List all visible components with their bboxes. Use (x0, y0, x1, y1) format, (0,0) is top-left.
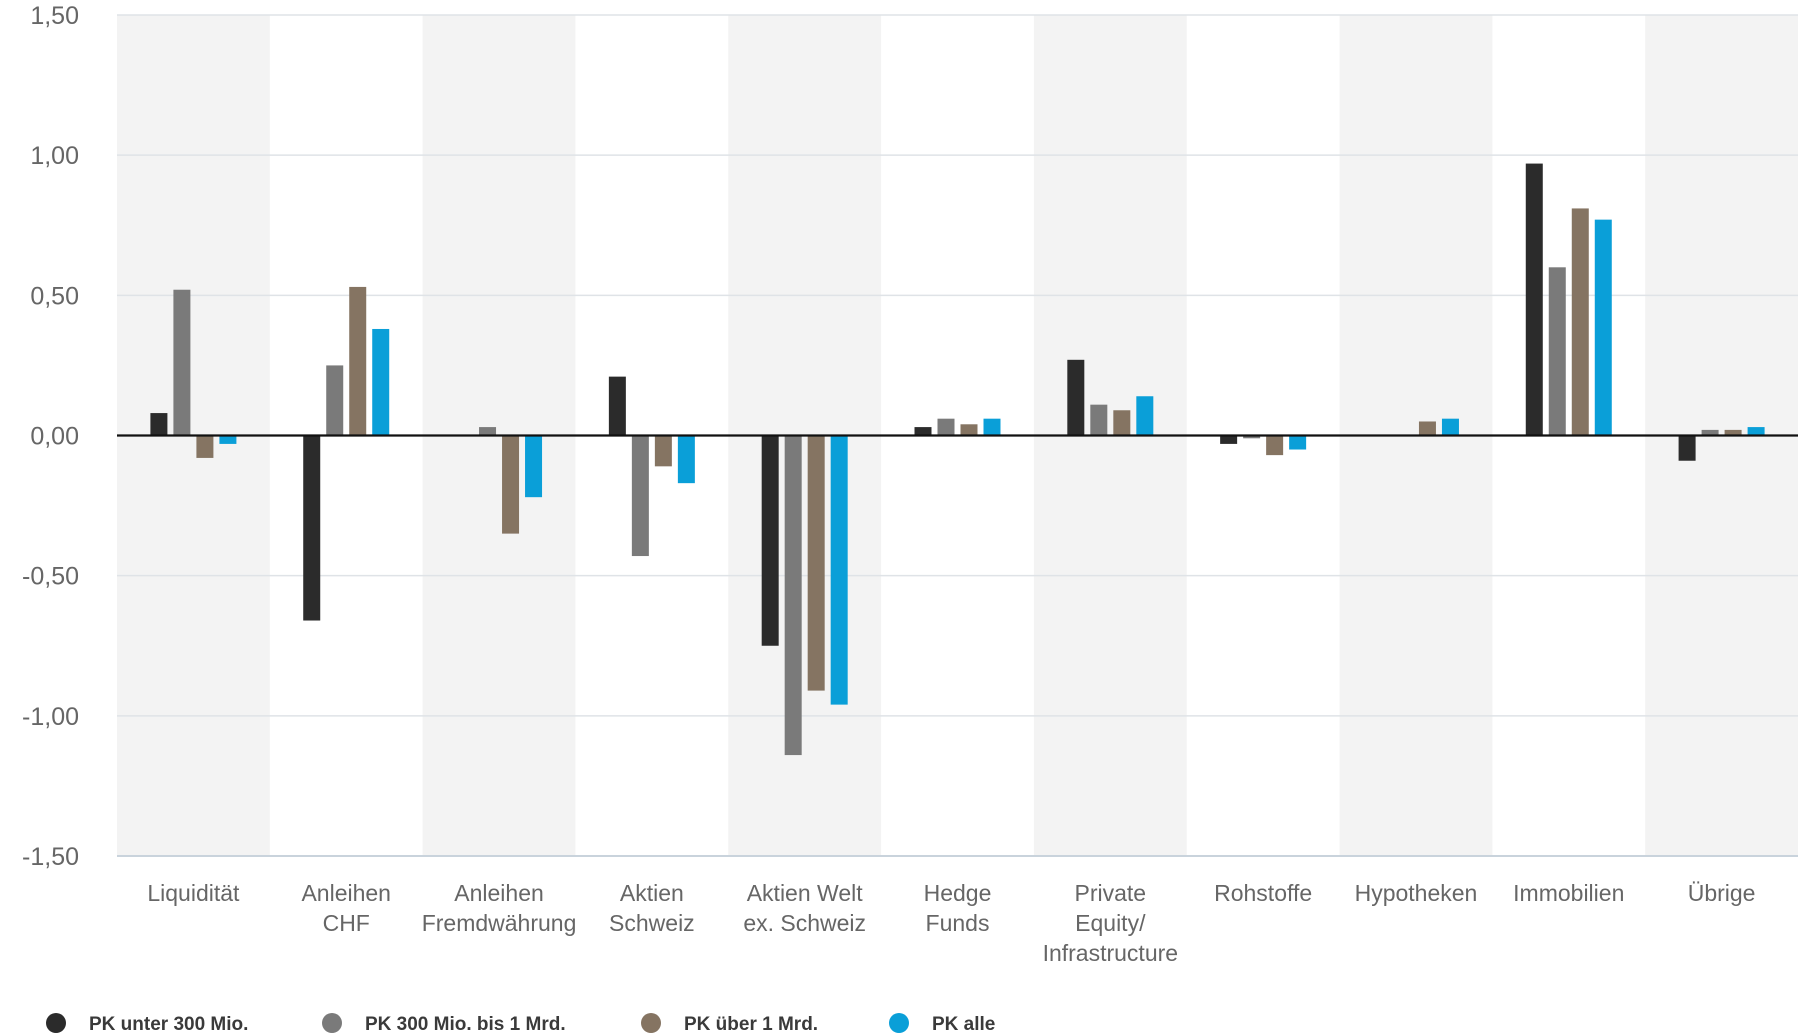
x-tick-label-line: Aktien Welt (747, 880, 864, 906)
bar (761, 435, 779, 646)
bar (219, 435, 237, 444)
x-tick-label-line: Anleihen (301, 880, 391, 906)
y-tick-label: 1,00 (30, 142, 79, 170)
x-tick-label-line: Fremdwährung (422, 910, 577, 936)
y-tick-label: -1,00 (22, 703, 79, 731)
x-tick-label: Anleihen Fremdwährung (422, 880, 577, 936)
x-axis-category-labels: Liquidität Anleihen CHF Anleihen Fremdwährun… (147, 880, 1755, 966)
bar (326, 365, 344, 436)
legend-marker (641, 1013, 661, 1033)
x-tick-label: Aktien Welt ex. Schweiz (743, 880, 866, 936)
bar (807, 435, 825, 691)
x-tick-label-line: Rohstoffe (1214, 880, 1312, 906)
x-tick-label-line: Hedge (924, 880, 992, 906)
x-tick-label-line: Immobilien (1513, 880, 1624, 906)
x-tick-label-line: Funds (926, 910, 990, 936)
gridlines (117, 14, 1798, 717)
bar (1136, 396, 1154, 436)
y-tick-label: 0,50 (30, 282, 79, 310)
x-tick-label: Rohstoffe (1214, 880, 1312, 906)
x-tick-label: Übrige (1688, 880, 1756, 906)
bar (349, 286, 367, 436)
x-tick-label-line: Equity/ (1075, 910, 1146, 936)
bar (1701, 429, 1719, 436)
x-tick-label-line: Private (1075, 880, 1147, 906)
legend-marker (322, 1013, 342, 1033)
x-tick-label: Hedge Funds (924, 880, 992, 936)
x-tick-label: Aktien Schweiz (609, 880, 695, 936)
legend-label: PK über 1 Mrd. (684, 1014, 818, 1035)
legend-marker (889, 1013, 909, 1033)
bar (479, 427, 497, 436)
bar (1243, 435, 1261, 439)
bar (1594, 219, 1612, 436)
x-tick-label-line: Aktien (620, 880, 684, 906)
y-tick-label: 0,00 (30, 423, 79, 451)
x-tick-label-line: Schweiz (609, 910, 695, 936)
bar (1678, 435, 1696, 461)
bar (1724, 429, 1742, 436)
x-tick-label-line: Infrastructure (1043, 940, 1179, 966)
x-tick-label-line: Liquidität (147, 880, 240, 906)
y-tick-label: -1,50 (22, 843, 79, 871)
bar (784, 435, 802, 756)
y-axis-ticks: 1,50 1,00 0,50 0,00 -0,50 -1,00 -1,50 (22, 2, 79, 871)
bar (196, 435, 214, 458)
x-tick-label: Anleihen CHF (301, 880, 391, 936)
x-tick-label-line: CHF (323, 910, 370, 936)
bar (1418, 421, 1436, 436)
x-tick-label-line: Hypotheken (1355, 880, 1478, 906)
bar (303, 435, 321, 621)
legend-label: PK 300 Mio. bis 1 Mrd. (365, 1014, 566, 1035)
x-tick-label: Immobilien (1513, 880, 1624, 906)
bar (1113, 410, 1131, 436)
x-tick-label-line: Anleihen (454, 880, 544, 906)
bar (1441, 418, 1459, 436)
bar (631, 435, 649, 557)
bar (1525, 163, 1543, 436)
bar (1289, 435, 1307, 450)
bar (654, 435, 672, 467)
bar (1090, 404, 1108, 436)
bar (1571, 208, 1589, 436)
legend-marker (46, 1013, 66, 1033)
y-tick-label: 1,50 (30, 2, 79, 30)
legend: PK unter 300 Mio. PK 300 Mio. bis 1 Mrd. P… (46, 1013, 995, 1035)
bar (1266, 435, 1284, 456)
bar (830, 435, 848, 705)
bar (150, 413, 168, 436)
bar (937, 418, 955, 436)
bars (150, 163, 1765, 756)
legend-label: PK alle (932, 1014, 995, 1035)
bar (1747, 427, 1765, 436)
bar (1548, 267, 1566, 436)
y-tick-label: -0,50 (22, 563, 79, 591)
x-tick-label: Private Equity/Infrastructure (1043, 880, 1179, 966)
bar (525, 435, 543, 498)
bar (1067, 359, 1085, 436)
bar (372, 328, 390, 436)
bar (960, 424, 978, 436)
x-tick-label-line: ex. Schweiz (743, 910, 866, 936)
bar (983, 418, 1001, 436)
x-tick-label-line: Übrige (1688, 880, 1756, 906)
bar (502, 435, 520, 534)
bar (914, 427, 932, 436)
bar (677, 435, 695, 484)
x-tick-label: Hypotheken (1355, 880, 1478, 906)
x-tick-label: Liquidität (147, 880, 240, 906)
legend-label: PK unter 300 Mio. (89, 1014, 248, 1035)
bar (1220, 435, 1238, 444)
bar (608, 376, 626, 436)
bar (173, 289, 191, 436)
